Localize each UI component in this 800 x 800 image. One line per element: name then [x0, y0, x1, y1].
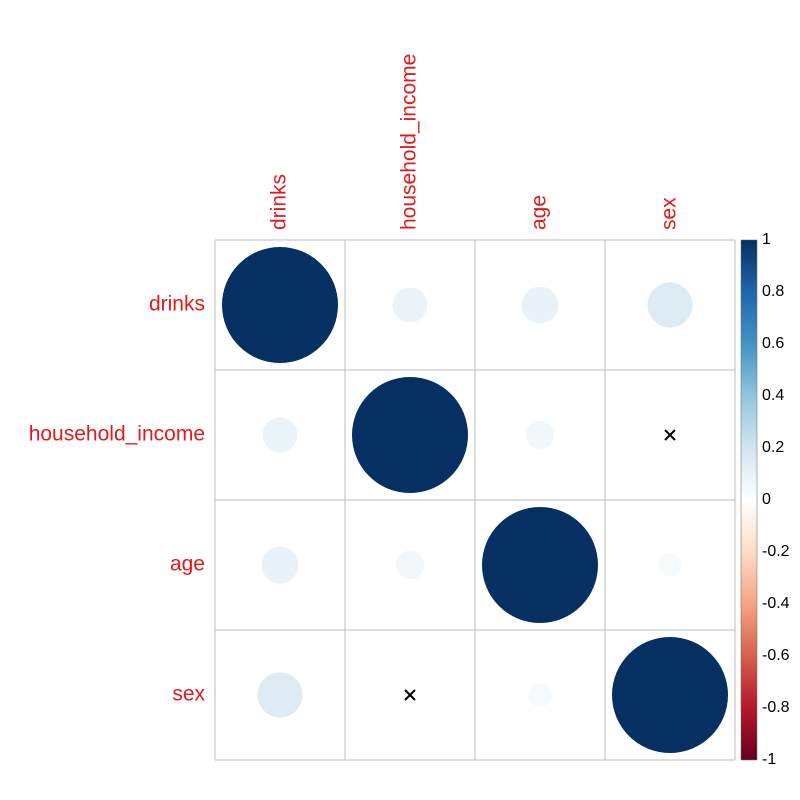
- colorbar-tick-label: 0: [762, 491, 771, 508]
- row-label: sex: [172, 683, 205, 706]
- insignificant-marker: [404, 689, 416, 701]
- correlation-circle: [262, 417, 298, 453]
- colorbar-tick-label: -0.2: [762, 543, 790, 560]
- correlation-circle: [612, 637, 728, 753]
- column-label: drinks: [268, 174, 291, 230]
- colorbar-tick-label: 0.6: [762, 335, 784, 352]
- correlation-circle: [658, 553, 682, 577]
- correlation-circle: [257, 672, 303, 718]
- correlation-circle: [528, 683, 552, 707]
- grid-lines: [214, 239, 736, 761]
- column-label: age: [528, 195, 551, 230]
- correlation-circle: [395, 550, 425, 580]
- colorbar-tick-label: 1: [762, 231, 771, 248]
- row-label: household_income: [29, 423, 205, 446]
- correlation-circle: [222, 247, 338, 363]
- colorbar-tick-label: -1: [762, 751, 776, 768]
- correlation-circle: [647, 282, 693, 328]
- colorbar-tick-label: 0.8: [762, 283, 784, 300]
- colorbar-tick-label: -0.8: [762, 699, 790, 716]
- column-label: sex: [658, 197, 681, 230]
- colorbar-tick-label: 0.4: [762, 387, 784, 404]
- colorbar: 1 0.8 0.6 0.4 0.2 0 -0.2 -0.4 -0.6 -0.8 -1: [740, 231, 790, 768]
- column-label: household_income: [398, 54, 421, 230]
- colorbar-tick-label: 0.2: [762, 439, 784, 456]
- colorbar-gradient: [740, 239, 758, 761]
- correlation-circle: [261, 546, 299, 584]
- correlation-circle: [482, 507, 598, 623]
- colorbar-tick-label: -0.4: [762, 595, 790, 612]
- correlation-circle: [392, 287, 428, 323]
- colorbar-tick-label: -0.6: [762, 647, 790, 664]
- correlation-circle: [525, 420, 555, 450]
- correlation-circle: [521, 286, 559, 324]
- correlation-cells: [222, 247, 728, 753]
- colorbar-ticks: 1 0.8 0.6 0.4 0.2 0 -0.2 -0.4 -0.6 -0.8 -1: [762, 231, 790, 768]
- correlation-circle: [352, 377, 468, 493]
- row-label: drinks: [149, 293, 205, 316]
- row-label: age: [170, 553, 205, 576]
- insignificant-marker: [664, 429, 676, 441]
